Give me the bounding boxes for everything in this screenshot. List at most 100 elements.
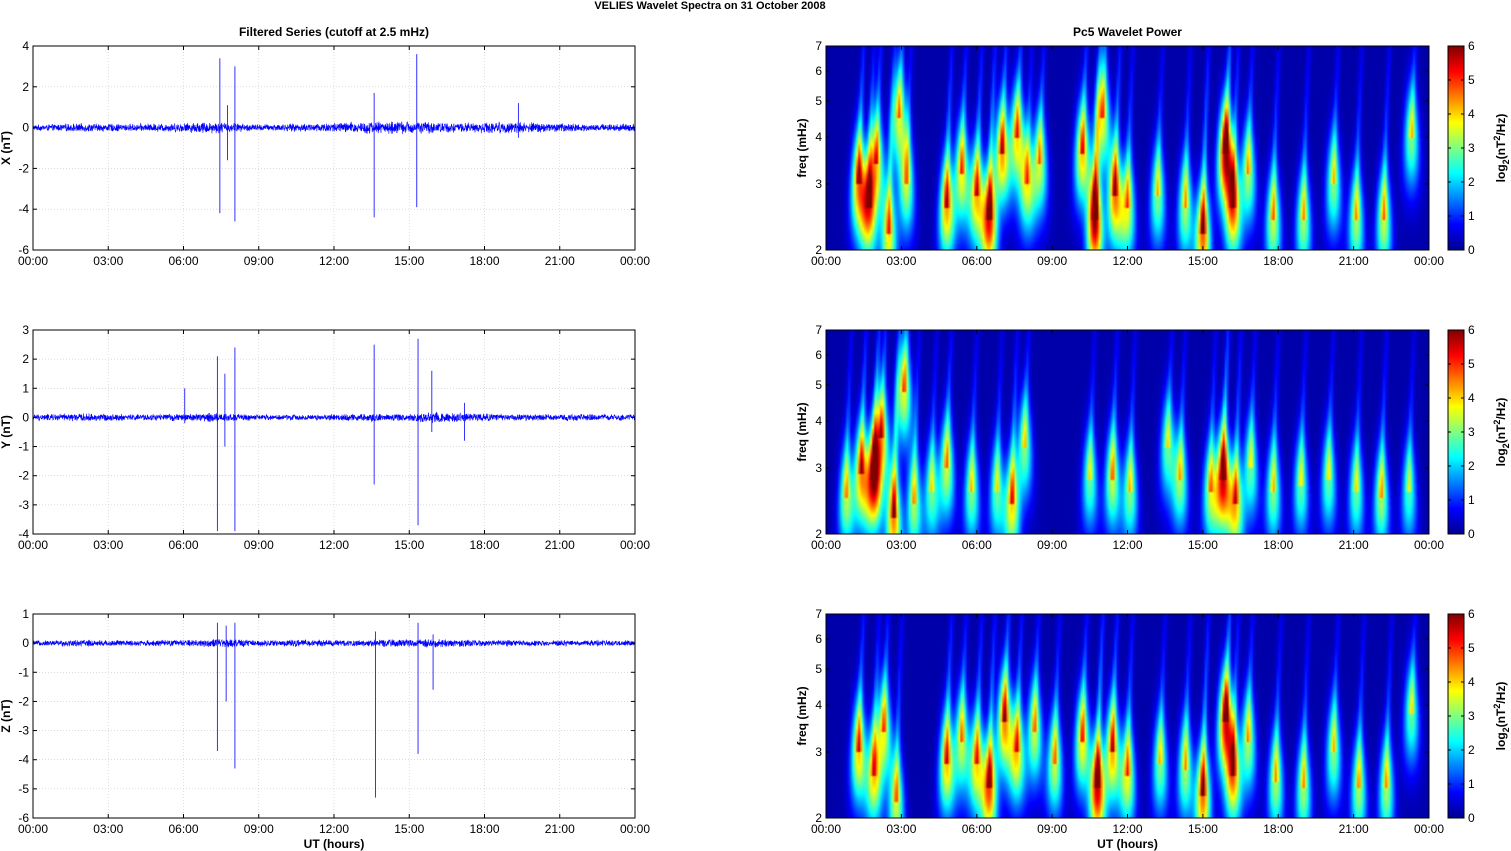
- y-tick-label: 3: [815, 177, 822, 191]
- x-tick-label: 15:00: [394, 822, 424, 836]
- series-line: [32, 121, 636, 135]
- x-tick-label: 03:00: [886, 254, 916, 268]
- y-tick-label: 3: [815, 461, 822, 475]
- series-line: [32, 411, 636, 424]
- colorbar-tick-label: 5: [1468, 357, 1475, 371]
- timeseries-panel: -4 -3 -2 -1 0 1 2 3 Y (nT) 00:00 03:00 06:00 09:00 12…: [0, 323, 650, 552]
- x-tick-label: 09:00: [1037, 254, 1067, 268]
- colorbar-tick-label: 0: [1468, 243, 1475, 257]
- x-tick-label: 18:00: [1263, 822, 1293, 836]
- colorbar-tick-label: 3: [1468, 141, 1475, 155]
- y-tick-label: 2: [815, 811, 822, 825]
- x-tick-label: 03:00: [886, 822, 916, 836]
- x-tick-label: 03:00: [886, 538, 916, 552]
- x-tick-label: 03:00: [93, 538, 123, 552]
- colorbar-tick-label: 6: [1468, 39, 1475, 53]
- x-tick-label: 00:00: [811, 822, 841, 836]
- x-tick-label: 09:00: [1037, 538, 1067, 552]
- colorbar: 0 1 2 3 4 5 6 log2(nT2/Hz): [1447, 323, 1511, 541]
- y-tick-label: 1: [22, 607, 29, 621]
- x-tick-label: 18:00: [469, 538, 499, 552]
- colorbar-label: log2(nT2/Hz): [1492, 682, 1511, 751]
- y-tick-label: 7: [815, 39, 822, 53]
- x-tick-label: 21:00: [1339, 538, 1369, 552]
- x-tick-label: 21:00: [545, 254, 575, 268]
- x-tick-label: 06:00: [962, 822, 992, 836]
- y-axis-label: freq (mHz): [795, 402, 809, 461]
- x-tick-label: 21:00: [545, 822, 575, 836]
- x-tick-label: 18:00: [1263, 254, 1293, 268]
- y-tick-label: 3: [22, 323, 29, 337]
- wavelet-power-image: [826, 46, 1429, 250]
- x-tick-label: 09:00: [244, 822, 274, 836]
- wavelet-power-image: [826, 614, 1429, 818]
- y-tick-label: -6: [18, 243, 29, 257]
- x-tick-label: 09:00: [1037, 822, 1067, 836]
- colorbar-tick-label: 4: [1468, 107, 1475, 121]
- wavelet-power-image: [826, 330, 1429, 534]
- colorbar-tick-label: 2: [1468, 175, 1475, 189]
- y-axis-label: X (nT): [0, 131, 13, 165]
- x-tick-label: 21:00: [545, 538, 575, 552]
- colorbar: 0 1 2 3 4 5 6 log2(nT2/Hz): [1447, 607, 1511, 825]
- y-tick-label: -4: [18, 753, 29, 767]
- colorbar-tick-label: 3: [1468, 425, 1475, 439]
- x-tick-label: 12:00: [319, 538, 349, 552]
- y-tick-label: 0: [22, 636, 29, 650]
- x-axis-label: UT (hours): [304, 837, 365, 851]
- colorbar-tick-label: 2: [1468, 459, 1475, 473]
- y-tick-label: -3: [18, 498, 29, 512]
- y-tick-label: 2: [815, 527, 822, 541]
- panel-title: Filtered Series (cutoff at 2.5 mHz): [239, 25, 429, 39]
- y-tick-label: -6: [18, 811, 29, 825]
- timeseries-panel: -6 -4 -2 0 2 4 X (nT) 00:00 03:00 06:00 09:00 12:00…: [0, 25, 650, 268]
- x-tick-label: 12:00: [1112, 822, 1142, 836]
- colorbar-tick-label: 1: [1468, 493, 1475, 507]
- colorbar-tick-label: 6: [1468, 323, 1475, 337]
- x-tick-label: 00:00: [811, 538, 841, 552]
- series-line: [32, 638, 636, 648]
- x-tick-label: 12:00: [1112, 538, 1142, 552]
- colorbar-tick-label: 5: [1468, 73, 1475, 87]
- y-tick-label: 2: [815, 243, 822, 257]
- x-tick-label: 09:00: [244, 254, 274, 268]
- x-tick-label: 00:00: [620, 538, 650, 552]
- x-tick-label: 12:00: [1112, 254, 1142, 268]
- x-tick-label: 15:00: [394, 254, 424, 268]
- x-tick-label: 00:00: [18, 538, 48, 552]
- x-tick-label: 21:00: [1339, 254, 1369, 268]
- colorbar-tick-label: 6: [1468, 607, 1475, 621]
- y-tick-label: 0: [22, 410, 29, 424]
- x-tick-label: 06:00: [168, 822, 198, 836]
- x-tick-label: 00:00: [811, 254, 841, 268]
- wavelet-panel: 2 3 4 5 6 7 freq (mHz) 00:00 03:00 06:00 09:00 12:0…: [795, 323, 1511, 552]
- x-tick-label: 00:00: [18, 254, 48, 268]
- y-tick-label: -1: [18, 440, 29, 454]
- y-axis-label: freq (mHz): [795, 118, 809, 177]
- x-tick-label: 15:00: [1188, 822, 1218, 836]
- x-tick-label: 00:00: [620, 822, 650, 836]
- colorbar-tick-label: 0: [1468, 527, 1475, 541]
- colorbar: 0 1 2 3 4 5 6 log2(nT2/Hz): [1447, 39, 1511, 257]
- y-tick-label: 5: [815, 94, 822, 108]
- y-tick-label: 4: [22, 39, 29, 53]
- colorbar-tick-label: 2: [1468, 743, 1475, 757]
- x-tick-label: 06:00: [962, 538, 992, 552]
- x-tick-label: 00:00: [1414, 254, 1444, 268]
- x-tick-label: 03:00: [93, 254, 123, 268]
- colorbar-label: log2(nT2/Hz): [1492, 398, 1511, 467]
- y-tick-label: 0: [22, 121, 29, 135]
- y-tick-label: -2: [18, 469, 29, 483]
- figure-title: VELIES Wavelet Spectra on 31 October 200…: [594, 0, 825, 12]
- y-tick-label: 4: [815, 414, 822, 428]
- x-tick-label: 18:00: [469, 822, 499, 836]
- x-tick-label: 21:00: [1339, 822, 1369, 836]
- x-tick-label: 00:00: [18, 822, 48, 836]
- wavelet-panel: 2 3 4 5 6 7 freq (mHz) 00:00 03:00 06:00 09:00 12:0…: [795, 607, 1511, 851]
- y-tick-label: 5: [815, 662, 822, 676]
- y-tick-label: 6: [815, 632, 822, 646]
- x-tick-label: 06:00: [168, 254, 198, 268]
- y-tick-label: -5: [18, 782, 29, 796]
- y-tick-label: 6: [815, 348, 822, 362]
